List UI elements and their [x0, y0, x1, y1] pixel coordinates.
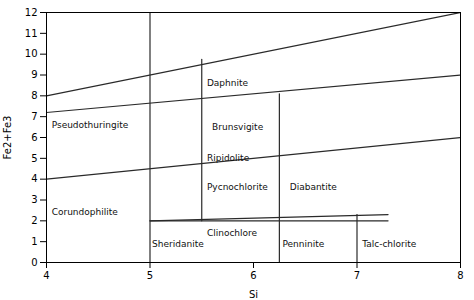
svg-text:Pycnochlorite: Pycnochlorite	[207, 182, 268, 192]
svg-text:2: 2	[31, 215, 37, 226]
svg-text:8: 8	[457, 270, 463, 281]
svg-text:Talc-chlorite: Talc-chlorite	[361, 239, 417, 249]
svg-text:6: 6	[31, 132, 37, 143]
svg-text:8: 8	[31, 90, 37, 101]
svg-text:7: 7	[31, 111, 37, 122]
svg-text:Diabantite: Diabantite	[290, 182, 337, 192]
svg-text:0: 0	[31, 257, 37, 268]
svg-text:Ripidolite: Ripidolite	[207, 153, 250, 163]
svg-text:10: 10	[25, 48, 38, 59]
svg-text:5: 5	[31, 153, 37, 164]
svg-text:1: 1	[31, 236, 37, 247]
svg-text:9: 9	[31, 69, 37, 80]
svg-text:Daphnite: Daphnite	[207, 78, 249, 88]
svg-text:Si: Si	[249, 289, 258, 300]
svg-text:5: 5	[147, 270, 153, 281]
svg-text:Corundophilite: Corundophilite	[52, 207, 119, 217]
svg-text:4: 4	[43, 270, 49, 281]
svg-text:4: 4	[31, 173, 37, 184]
svg-text:7: 7	[354, 270, 360, 281]
svg-text:3: 3	[31, 194, 37, 205]
svg-text:Brunsvigite: Brunsvigite	[212, 122, 264, 132]
svg-text:12: 12	[25, 7, 38, 18]
svg-text:Penninite: Penninite	[282, 239, 324, 249]
svg-text:Clinochlore: Clinochlore	[207, 228, 258, 238]
svg-text:Sheridanite: Sheridanite	[152, 239, 204, 249]
svg-text:Fe2+Fe3: Fe2+Fe3	[2, 116, 13, 160]
svg-text:6: 6	[250, 270, 256, 281]
svg-text:Pseudothuringite: Pseudothuringite	[52, 120, 129, 130]
svg-text:11: 11	[25, 28, 38, 39]
